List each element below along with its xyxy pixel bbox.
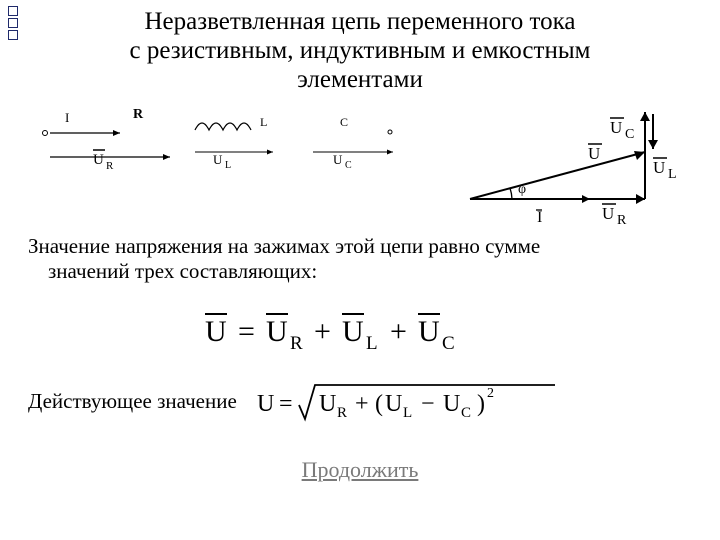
continue-link-wrap: Продолжить	[0, 457, 720, 483]
ur-sub: R	[106, 160, 114, 172]
f1-ur: U	[266, 315, 288, 348]
f2-ur: U	[319, 391, 336, 417]
ur-label: U	[93, 152, 104, 168]
r-label: R	[133, 107, 144, 122]
f2-sq: 2	[487, 386, 494, 401]
capacitor-diagram: C U C	[305, 114, 415, 184]
f1-csub: C	[442, 333, 455, 354]
f1-rsub: R	[290, 333, 303, 354]
ul-label: U	[653, 158, 665, 177]
title-line: элементами	[297, 66, 423, 93]
inductor-diagram: L U L	[185, 112, 295, 182]
c-label: C	[340, 115, 348, 129]
uc-sub: C	[625, 127, 634, 142]
paragraph-line1: Значение напряжения на зажимах этой цепи…	[0, 234, 720, 259]
f2-uc: U	[443, 391, 460, 417]
f2-lsub: L	[403, 405, 412, 421]
f1-u: U	[205, 315, 227, 348]
f1-ul: U	[342, 315, 364, 348]
uc-label: U	[333, 152, 343, 167]
ur-sub: R	[617, 213, 627, 224]
formula-rms: U = U R + ( U L − U C ) 2	[255, 377, 565, 427]
f2-lpar: (	[375, 391, 383, 417]
rms-label: Действующее значение	[28, 389, 237, 414]
paragraph-line2: значений трех составляющих:	[0, 259, 720, 284]
phi-label: φ	[518, 182, 526, 197]
continue-link[interactable]: Продолжить	[302, 457, 419, 482]
f1-plus1: +	[314, 315, 331, 348]
ur-label: U	[602, 204, 614, 223]
bullet-icon	[8, 30, 18, 40]
slide-bullets	[8, 6, 18, 42]
ul-label: U	[213, 152, 223, 167]
l-label: L	[260, 115, 267, 129]
title-line: Неразветвленная цепь переменного тока	[144, 8, 575, 35]
f2-ul: U	[385, 391, 402, 417]
f1-plus2: +	[390, 315, 407, 348]
f2-rsub: R	[337, 405, 347, 421]
u-label: U	[588, 144, 600, 163]
f1-uc: U	[418, 315, 440, 348]
f2-eq: =	[279, 391, 293, 417]
f2-u: U	[257, 391, 274, 417]
f2-plus: +	[355, 391, 369, 417]
f1-lsub: L	[366, 333, 378, 354]
diagram-row: I R U R L U L C U C I U	[0, 104, 720, 234]
f1-eq: =	[238, 315, 255, 348]
current-label: I	[65, 110, 69, 125]
title-line: с резистивным, индуктивным и емкостным	[130, 37, 591, 64]
ul-sub: L	[225, 160, 231, 171]
bullet-icon	[8, 6, 18, 16]
uc-label: U	[610, 118, 622, 137]
ul-sub: L	[668, 167, 677, 182]
f2-rpar: )	[477, 391, 485, 417]
bullet-icon	[8, 18, 18, 28]
page-title: Неразветвленная цепь переменного тока с …	[0, 0, 720, 94]
f2-csub: C	[461, 405, 471, 421]
resistor-diagram: I R U R	[20, 104, 175, 184]
f2-minus: −	[421, 391, 435, 417]
phasor-diagram: I U R U L U C U φ	[440, 104, 700, 224]
i-axis-label: I	[537, 209, 542, 224]
formula-sum: U = U R + U L + U C	[0, 305, 720, 357]
uc-sub: C	[345, 160, 352, 171]
